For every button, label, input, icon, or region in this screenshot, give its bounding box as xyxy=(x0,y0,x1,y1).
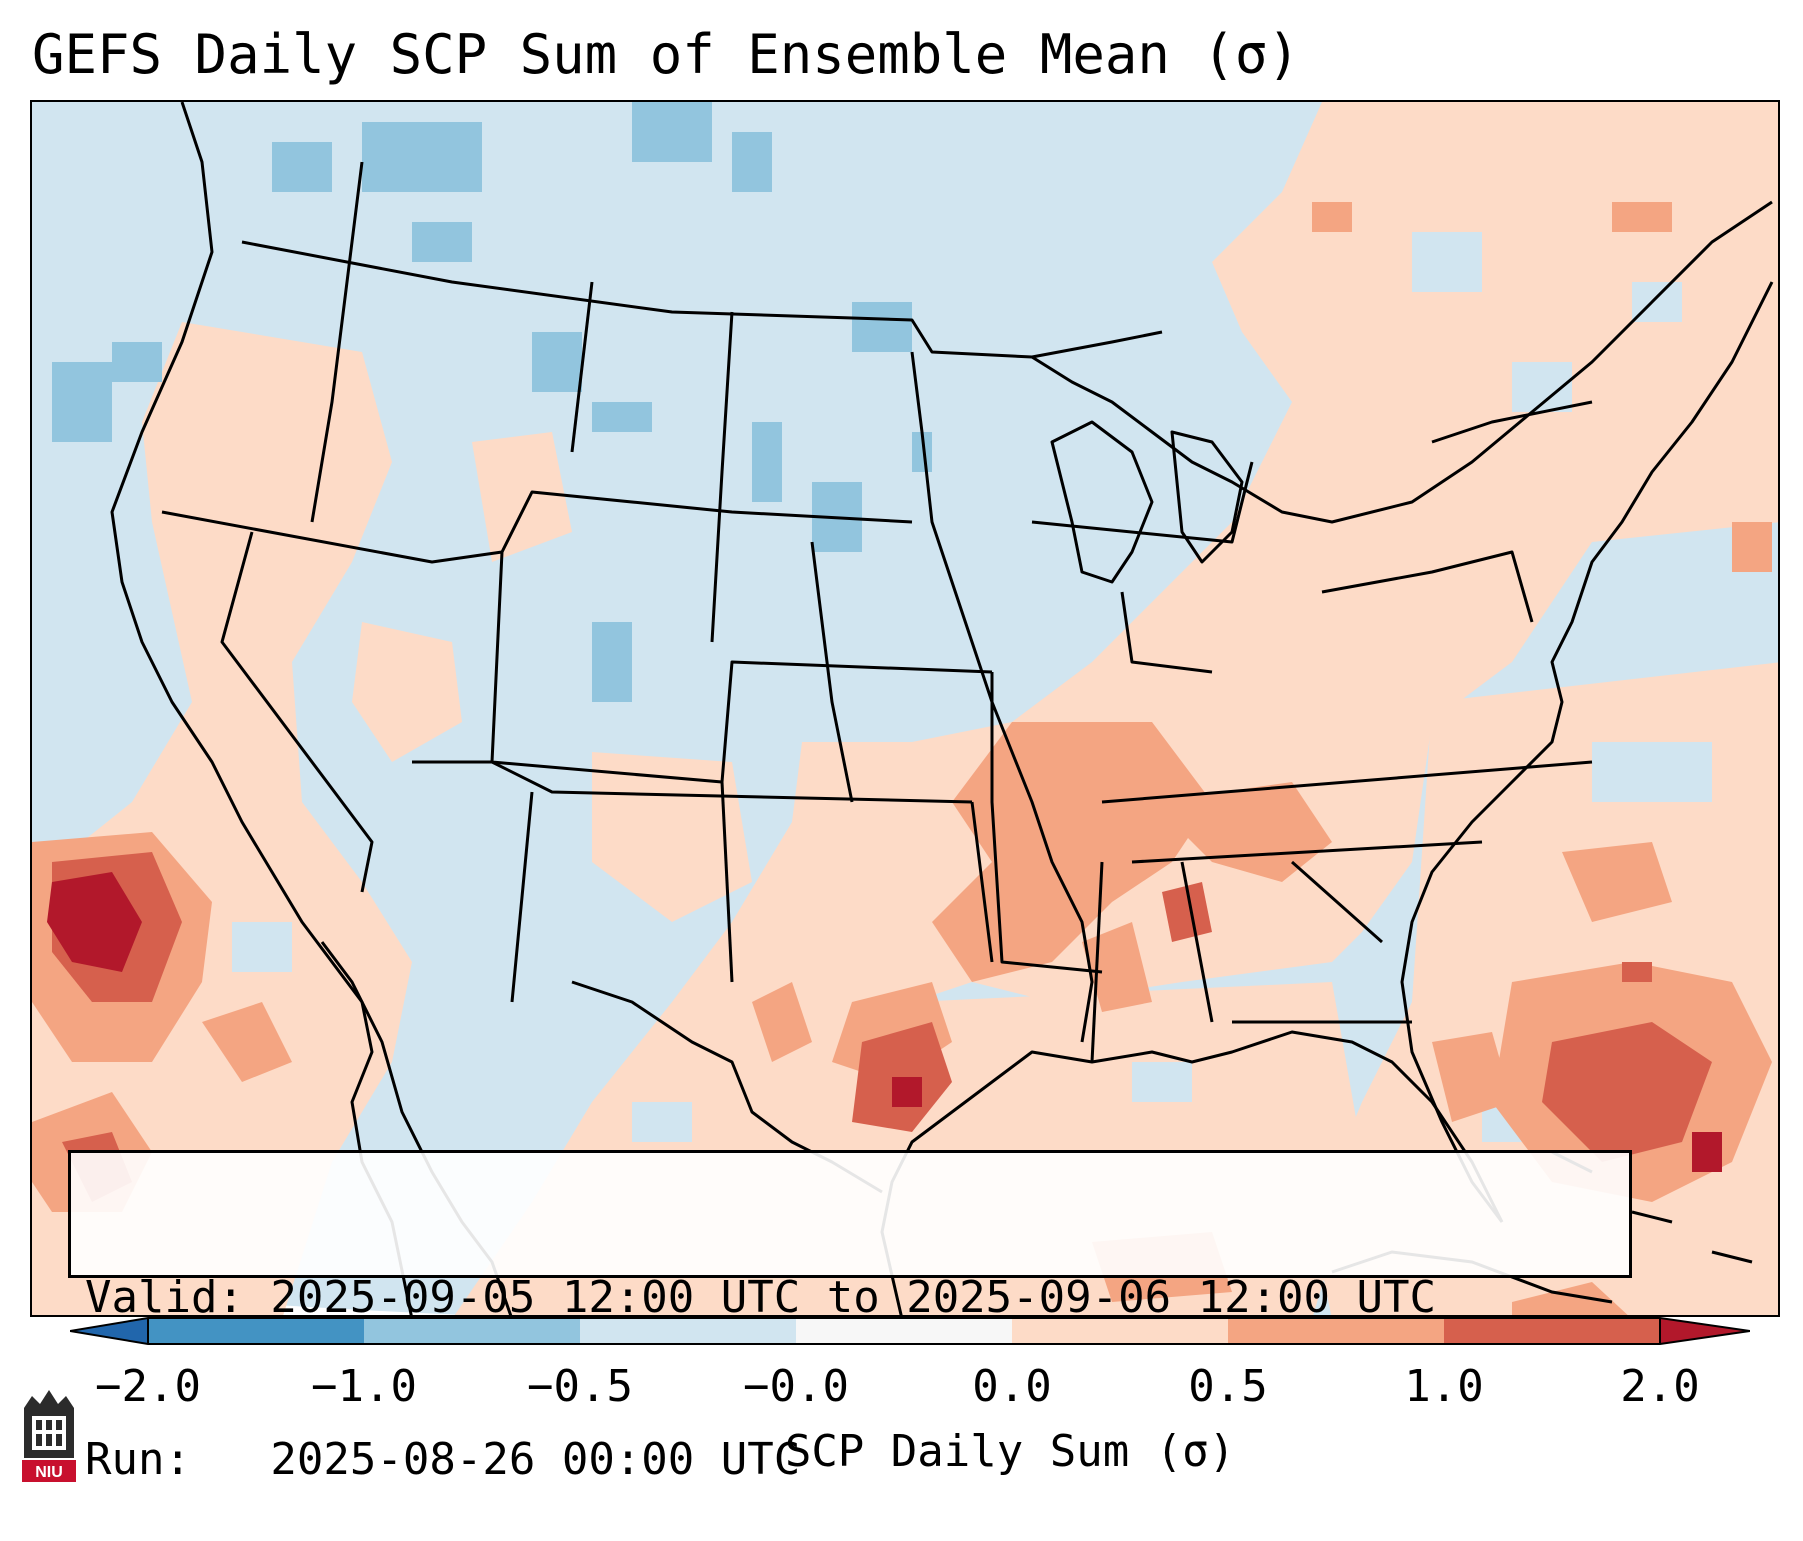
valid-time-text: Valid: 2025-09-05 12:00 UTC to 2025-09-0… xyxy=(85,1272,1437,1323)
map-canvas xyxy=(32,102,1778,1315)
map-panel xyxy=(30,100,1780,1317)
niu-logo-icon: NIU xyxy=(22,1390,76,1482)
colorbar-tick-label: −0.5 xyxy=(527,1361,633,1412)
colorbar-tick-label: −0.0 xyxy=(743,1361,849,1412)
colorbar-tick-label: 1.0 xyxy=(1404,1361,1484,1412)
colorbar-tick-label: 0.5 xyxy=(1188,1361,1268,1412)
extreme-positive-field xyxy=(47,872,1722,1172)
boundary-lines xyxy=(110,102,1774,1315)
colorbar-segment xyxy=(580,1318,796,1344)
niu-logo-text: NIU xyxy=(35,1464,63,1481)
colorbar-label: SCP Daily Sum (σ) xyxy=(784,1426,1236,1477)
chart-title: GEFS Daily SCP Sum of Ensemble Mean (σ) xyxy=(32,23,1300,86)
colorbar-segment xyxy=(796,1318,1012,1344)
colorbar-segment xyxy=(1444,1318,1660,1344)
colorbar-segment xyxy=(148,1318,364,1344)
colorbar-tick-label: 2.0 xyxy=(1620,1361,1700,1412)
colorbar-extend-low xyxy=(70,1318,148,1344)
validity-info-box: Valid: 2025-09-05 12:00 UTC to 2025-09-0… xyxy=(68,1150,1632,1485)
run-time-text: Run: 2025-08-26 00:00 UTC xyxy=(85,1434,801,1485)
colorbar-segment xyxy=(1012,1318,1228,1344)
colorbar-extend-high xyxy=(1660,1318,1750,1344)
colorbar-tick-label: 0.0 xyxy=(972,1361,1052,1412)
colorbar-tick-label: −1.0 xyxy=(311,1361,417,1412)
colorbar-segment xyxy=(1228,1318,1444,1344)
colorbar xyxy=(70,1317,1750,1345)
colorbar-segment xyxy=(364,1318,580,1344)
colorbar-tick-label: −2.0 xyxy=(95,1361,201,1412)
